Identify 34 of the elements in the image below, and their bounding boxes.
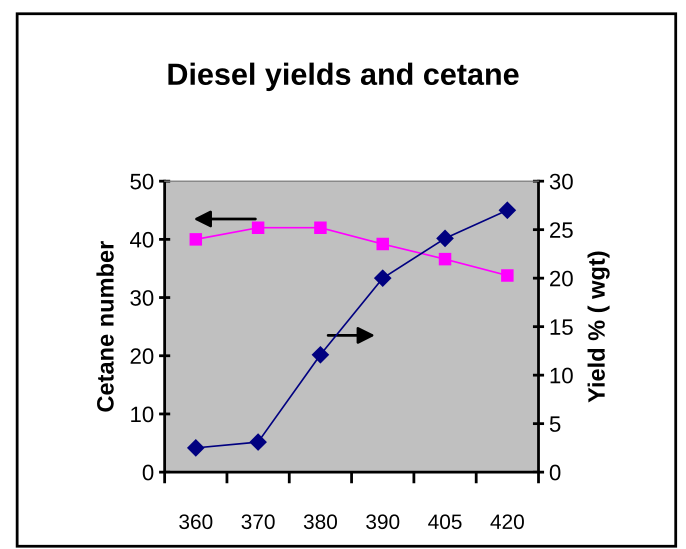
point [312, 346, 329, 364]
y-tick-label: 10 [131, 406, 154, 422]
x-tick-label: 420 [490, 514, 524, 530]
point [187, 439, 204, 456]
y-tick-label: 0 [142, 464, 154, 480]
y-tick-label: 40 [130, 232, 154, 248]
y2-axis-title: Yield % ( wgt) [588, 252, 610, 403]
point [436, 230, 454, 247]
point [314, 221, 327, 234]
y2-tick-label: 10 [550, 368, 573, 384]
point [190, 233, 202, 246]
point [252, 221, 264, 234]
y2-tick-label: 20 [550, 270, 573, 286]
x-tick-label: 390 [366, 514, 400, 530]
y-axis-title: Cetane number [96, 241, 114, 412]
point [501, 269, 514, 282]
y-tick-label: 30 [130, 290, 154, 306]
chart-title: Diesel yields and cetane [168, 62, 519, 92]
point [376, 238, 389, 250]
x-tick-label: 405 [428, 514, 462, 530]
y2-tick-label: 15 [550, 319, 573, 335]
x-tick-label: 370 [242, 514, 275, 530]
point [374, 270, 392, 287]
y2-tick-label: 30 [550, 174, 573, 190]
y2-tick-label: 5 [550, 416, 560, 432]
point [498, 202, 516, 219]
y-tick-label: 50 [130, 174, 154, 190]
point [438, 252, 452, 266]
point [250, 434, 267, 451]
x-tick-label: 380 [304, 514, 337, 530]
y2-tick-label: 25 [550, 222, 573, 238]
y2-tick-label: 0 [550, 464, 560, 480]
x-tick-label: 360 [179, 514, 212, 530]
y-tick-label: 20 [130, 348, 154, 364]
